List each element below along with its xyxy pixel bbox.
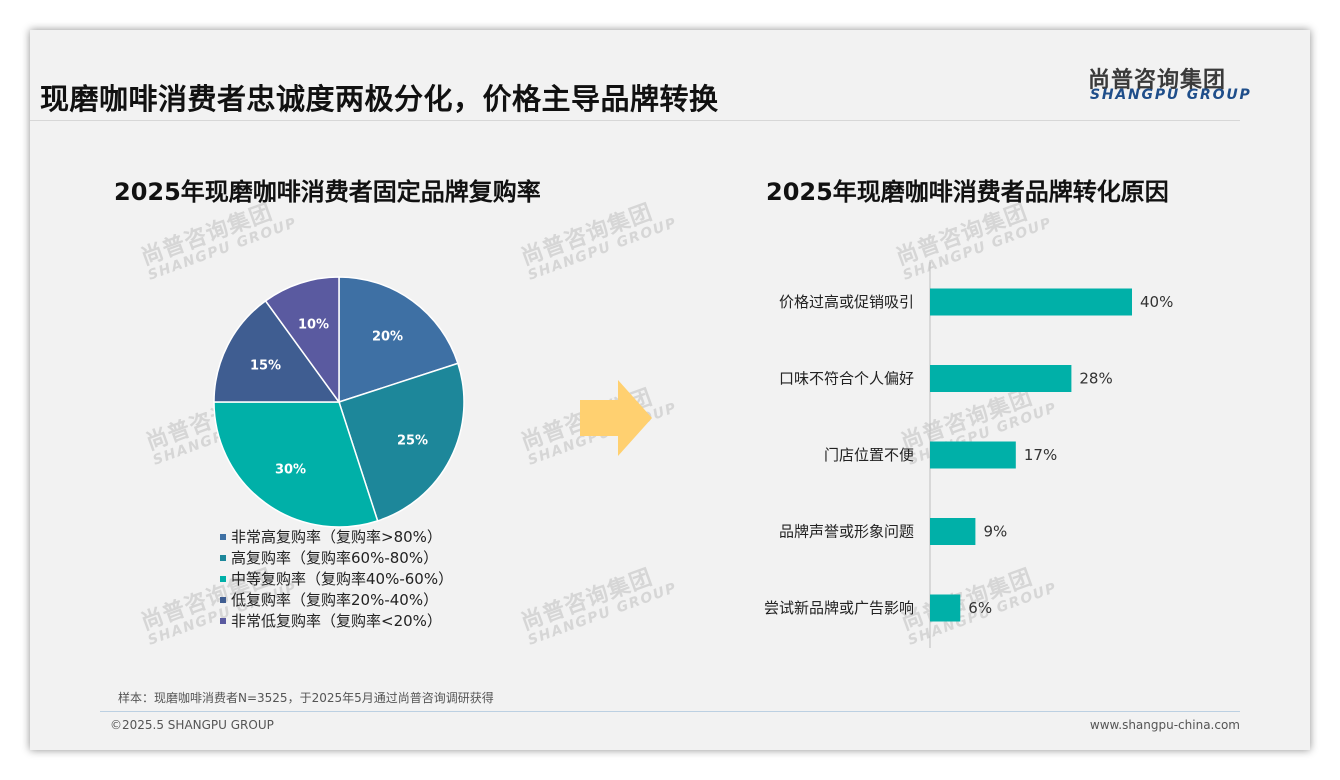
header-divider xyxy=(30,120,1240,121)
slide: 尚普咨询集团 SHANGPU GROUP 尚普咨询集团 SHANGPU GROUP … xyxy=(30,30,1310,750)
legend-item: 中等复购率（复购率40%-60%） xyxy=(220,568,453,589)
legend-label: 非常低复购率（复购率<20%） xyxy=(231,612,442,630)
bar xyxy=(930,288,1132,316)
pie-slice xyxy=(264,276,340,405)
pie-slice-label: 20% xyxy=(372,329,403,344)
logo-cn: 尚普咨询集团 xyxy=(1088,68,1227,93)
bar-value-label: 28% xyxy=(1079,370,1112,388)
bar-value-label: 40% xyxy=(1140,293,1173,311)
legend-swatch xyxy=(220,575,226,582)
bar-category-label: 品牌声誉或形象问题 xyxy=(779,523,914,541)
bar-category-label: 口味不符合个人偏好 xyxy=(779,370,914,388)
pie-slice-label: 15% xyxy=(250,359,281,374)
pie-chart-title: 2025年现磨咖啡消费者固定品牌复购率 xyxy=(114,178,541,206)
copyright: ©2025.5 SHANGPU GROUP xyxy=(110,718,274,732)
legend-label: 高复购率（复购率60%-80%） xyxy=(231,549,439,567)
bar-value-label: 17% xyxy=(1024,446,1057,464)
legend-swatch xyxy=(220,554,226,561)
legend-item: 高复购率（复购率60%-80%） xyxy=(220,547,453,568)
legend-swatch xyxy=(220,617,226,624)
bar-category-label: 价格过高或促销吸引 xyxy=(779,293,914,311)
footer-divider xyxy=(100,711,1240,712)
legend-swatch xyxy=(220,533,226,540)
pie-slice-label: 10% xyxy=(298,318,329,333)
pie-slice xyxy=(338,276,459,404)
pie-legend: 非常高复购率（复购率>80%） 高复购率（复购率60%-80%） 中等复购率（复购率… xyxy=(220,526,453,631)
page-title: 现磨咖啡消费者忠诚度两极分化，价格主导品牌转换 xyxy=(40,82,719,116)
website: www.shangpu-china.com xyxy=(1089,718,1240,732)
pie-slice xyxy=(213,401,379,528)
bar-value-label: 9% xyxy=(984,523,1008,541)
bar-chart-title: 2025年现磨咖啡消费者品牌转化原因 xyxy=(766,178,1169,206)
pie-slice xyxy=(338,362,465,522)
sample-note: 样本：现磨咖啡消费者N=3525，于2025年5月通过尚普咨询调研获得 xyxy=(118,691,494,705)
bar-category-label: 尝试新品牌或广告影响 xyxy=(764,599,914,617)
arrow-icon xyxy=(580,380,652,456)
bar-chart: 价格过高或促销吸引 40% 口味不符合个人偏好 28% 门店位置不便 17% 品牌声誉或形象… xyxy=(764,262,1173,648)
bar xyxy=(930,365,1072,392)
pie-slice-label: 25% xyxy=(397,434,428,449)
bar-category-label: 门店位置不便 xyxy=(824,446,914,464)
legend-label: 低复购率（复购率20%-40%） xyxy=(231,591,439,609)
legend-item: 非常低复购率（复购率<20%） xyxy=(220,610,453,631)
legend-swatch xyxy=(220,596,226,603)
pie-slice xyxy=(213,299,341,403)
bar xyxy=(930,518,976,545)
bar-value-label: 6% xyxy=(968,599,992,617)
pie-chart: 20% 25% 30% 15% 10% xyxy=(213,276,465,528)
legend-label: 非常高复购率（复购率>80%） xyxy=(231,528,442,546)
legend-item: 低复购率（复购率20%-40%） xyxy=(220,589,453,610)
bar xyxy=(930,441,1016,469)
bar xyxy=(930,594,961,622)
logo-en: SHANGPU GROUP xyxy=(1090,87,1252,103)
legend-label: 中等复购率（复购率40%-60%） xyxy=(231,570,454,588)
legend-item: 非常高复购率（复购率>80%） xyxy=(220,526,453,547)
pie-slice-label: 30% xyxy=(275,463,306,478)
